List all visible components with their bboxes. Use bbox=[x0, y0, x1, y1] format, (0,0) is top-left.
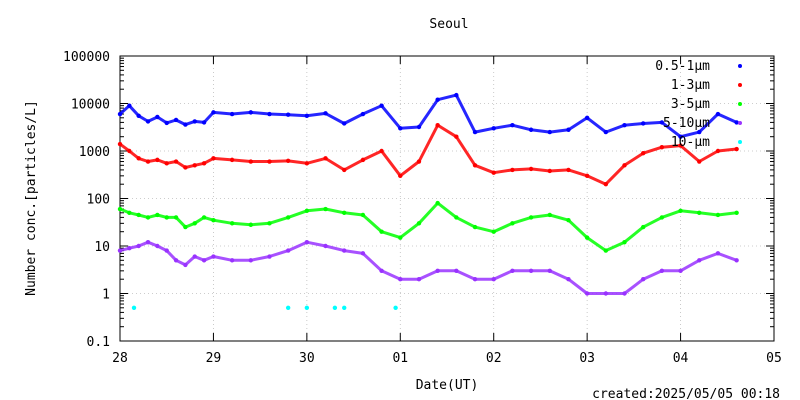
legend-marker bbox=[738, 121, 742, 125]
axis-ticks: 0.1 1 10 100 1000 10000 100000 28 29 30 01 02 03 04 05 bbox=[63, 50, 782, 366]
legend-label: 0.5-1μm bbox=[655, 59, 710, 74]
x-tick-label: 03 bbox=[579, 351, 595, 366]
data-point bbox=[332, 305, 338, 310]
data-point bbox=[393, 305, 398, 310]
y-tick-label: 1000 bbox=[79, 145, 110, 160]
y-tick-label: 10000 bbox=[71, 98, 110, 113]
x-tick-label: 04 bbox=[673, 351, 689, 366]
series-1 bbox=[117, 122, 739, 187]
series-2 bbox=[117, 200, 739, 253]
legend: 0.5-1μm 1-3μm 3-5μm 5-10μm 10-μm bbox=[655, 59, 742, 150]
data-point bbox=[131, 305, 137, 310]
x-axis-label: Date(UT) bbox=[416, 378, 479, 393]
x-tick-label: 05 bbox=[766, 351, 782, 366]
y-tick-label: 100 bbox=[87, 193, 110, 208]
x-tick-label: 30 bbox=[299, 351, 315, 366]
y-axis-label: Number conc.[particles/L] bbox=[24, 100, 39, 296]
created-timestamp: created:2025/05/05 00:18 bbox=[592, 387, 780, 400]
y-tick-label: 10 bbox=[94, 240, 110, 255]
legend-marker bbox=[738, 83, 742, 87]
y-tick-label: 100000 bbox=[63, 50, 110, 65]
x-tick-label: 28 bbox=[112, 351, 128, 366]
data-point bbox=[342, 305, 347, 310]
series-4 bbox=[131, 305, 398, 310]
series-trace bbox=[119, 123, 737, 186]
data-point bbox=[304, 305, 310, 310]
chart-title: Seoul bbox=[429, 17, 468, 32]
series-trace bbox=[119, 201, 737, 253]
y-tick-label: 0.1 bbox=[87, 335, 110, 350]
x-tick-label: 02 bbox=[486, 351, 502, 366]
x-tick-label: 29 bbox=[206, 351, 222, 366]
legend-marker bbox=[738, 140, 742, 144]
legend-label: 5-10μm bbox=[663, 116, 710, 131]
series-0 bbox=[117, 92, 739, 139]
legend-label: 3-5μm bbox=[671, 97, 710, 112]
data-marks bbox=[117, 92, 739, 310]
x-tick-label: 01 bbox=[392, 351, 408, 366]
legend-marker bbox=[738, 64, 742, 68]
legend-label: 10-μm bbox=[671, 135, 710, 150]
series-trace bbox=[119, 240, 738, 295]
legend-label: 1-3μm bbox=[671, 78, 710, 93]
data-point bbox=[285, 305, 291, 310]
y-tick-label: 1 bbox=[102, 288, 110, 303]
legend-marker bbox=[738, 102, 742, 106]
series-trace bbox=[119, 93, 738, 139]
series-3 bbox=[117, 240, 739, 296]
